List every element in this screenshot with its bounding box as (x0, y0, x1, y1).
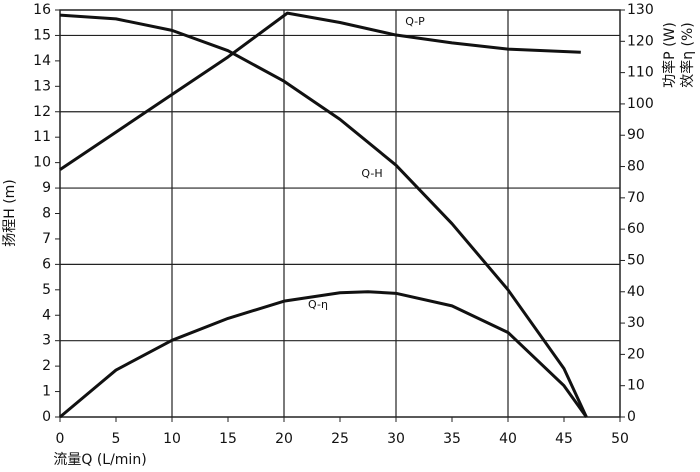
y2-tick-label: 0 (627, 409, 636, 425)
series-line (59, 13, 588, 418)
x-tick-label: 0 (56, 431, 65, 447)
y-tick-label: 12 (33, 104, 51, 120)
x-tick-label: 45 (555, 431, 573, 447)
y-tick-label: 13 (33, 78, 51, 94)
y-tick-label: 4 (42, 307, 51, 323)
y2-tick-label: 130 (627, 2, 654, 18)
y-tick-label: 16 (33, 2, 51, 18)
y2-tick-label: 120 (627, 33, 654, 49)
x-tick-label: 30 (387, 431, 405, 447)
x-tick-label: 5 (112, 431, 121, 447)
y-tick-label: 11 (33, 129, 51, 145)
series-line (59, 11, 581, 171)
y-tick-label: 9 (42, 180, 51, 196)
y2-tick-label: 70 (627, 190, 645, 206)
y-tick-label: 7 (42, 231, 51, 247)
y2-tick-label: 60 (627, 221, 645, 237)
y-tick-label: 5 (42, 282, 51, 298)
x-tick-label: 15 (219, 431, 237, 447)
y2-tick-label: 10 (627, 378, 645, 394)
y-tick-label: 6 (42, 256, 51, 272)
y-tick-label: 0 (42, 409, 51, 425)
y2-tick-label: 20 (627, 346, 645, 362)
x-tick-label: 50 (611, 431, 629, 447)
series-label: Q-H (361, 167, 382, 180)
series-label: Q-P (405, 15, 425, 28)
y2-tick-label: 40 (627, 284, 645, 300)
x-axis-label: 流量Q (L/min) (53, 452, 146, 468)
y-tick-label: 1 (42, 384, 51, 400)
y2-axis-label: 效率η (%) (679, 22, 696, 88)
y-axis-label: 扬程H (m) (2, 179, 18, 247)
series-label: Q-η (308, 298, 328, 311)
y2-tick-label: 100 (627, 96, 654, 112)
y2-tick-label: 90 (627, 127, 645, 143)
y2-tick-label: 30 (627, 315, 645, 331)
x-tick-label: 10 (163, 431, 181, 447)
x-tick-label: 35 (443, 431, 461, 447)
x-tick-label: 25 (331, 431, 349, 447)
y-tick-label: 10 (33, 155, 51, 171)
x-tick-label: 40 (499, 431, 517, 447)
y2-tick-label: 80 (627, 159, 645, 175)
y2-tick-label: 50 (627, 252, 645, 268)
x-tick-label: 20 (275, 431, 293, 447)
y-tick-label: 2 (42, 358, 51, 374)
y2-axis-label: 功率P (W) (661, 22, 678, 88)
y2-tick-label: 110 (627, 65, 654, 81)
y-tick-label: 15 (33, 27, 51, 43)
y-tick-label: 3 (42, 333, 51, 349)
y-tick-label: 8 (42, 206, 51, 222)
y-tick-label: 14 (33, 53, 51, 69)
series-line (59, 290, 588, 419)
